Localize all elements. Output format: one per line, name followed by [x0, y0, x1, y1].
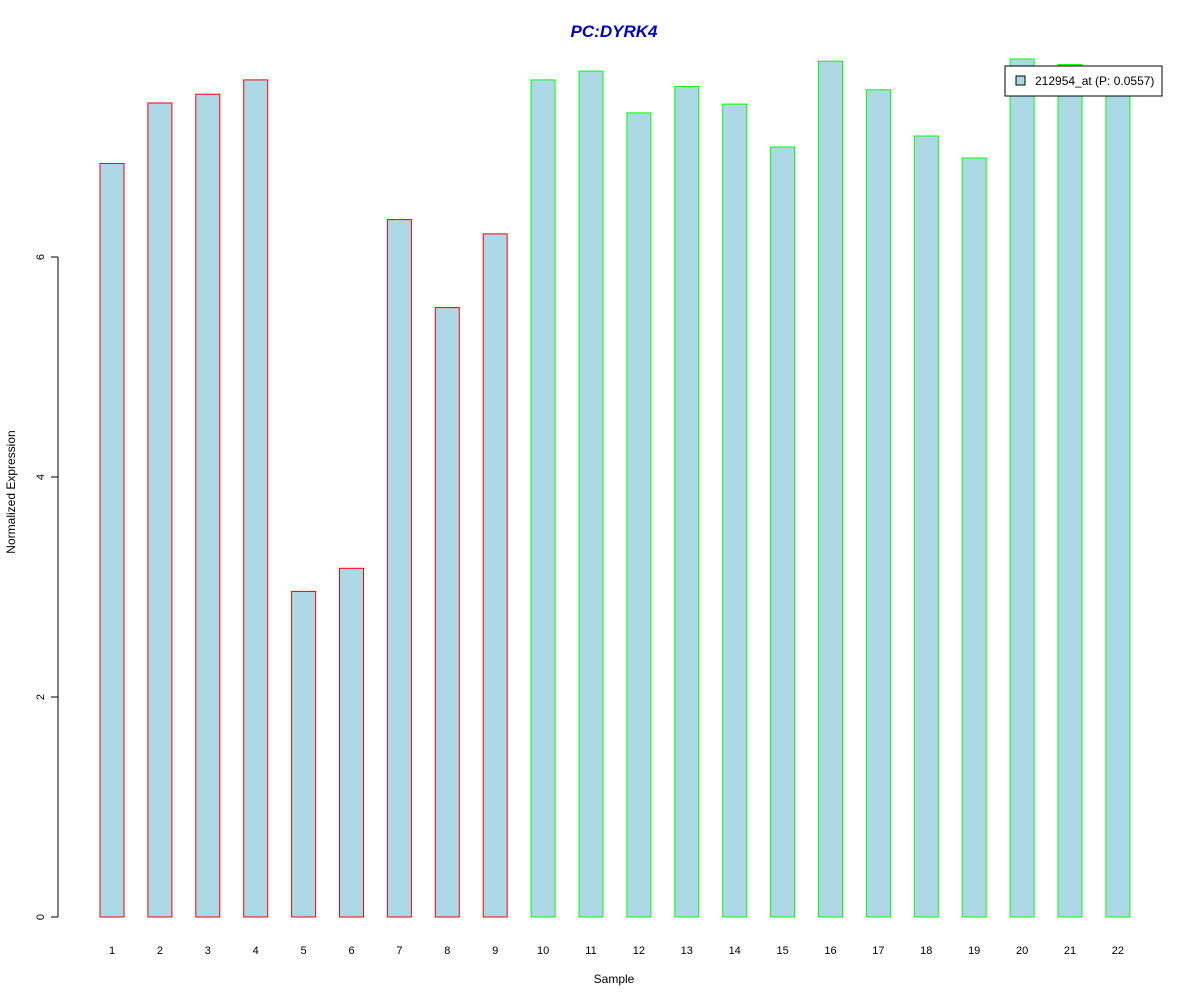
- bar-sample-14: [722, 103, 748, 918]
- x-tick-label: 20: [1016, 945, 1028, 957]
- x-tick-label: 4: [253, 945, 259, 957]
- x-tick-label: 3: [205, 945, 211, 957]
- x-tick-label: 16: [824, 945, 836, 957]
- x-tick-label: 11: [585, 945, 596, 957]
- x-tick-label: 8: [444, 945, 450, 957]
- bar-sample-13: [674, 86, 700, 918]
- y-tick-label: 6: [35, 254, 47, 260]
- chart-title: PC:DYRK4: [571, 22, 658, 41]
- bar-sample-2: [147, 102, 173, 918]
- x-tick-label: 19: [968, 945, 980, 957]
- y-tick-label: 2: [35, 694, 47, 700]
- x-tick-label: 14: [729, 945, 741, 957]
- bar-sample-5: [291, 590, 317, 918]
- bar-sample-12: [626, 112, 652, 918]
- bar-sample-16: [818, 60, 843, 918]
- bar-sample-18: [913, 135, 939, 918]
- y-tick-label: 0: [35, 914, 47, 920]
- bar-sample-1: [99, 163, 125, 918]
- x-tick-label: 7: [396, 945, 402, 957]
- x-tick-label: 6: [348, 945, 354, 957]
- bar-sample-11: [578, 70, 604, 918]
- bar-sample-10: [530, 79, 556, 918]
- x-tick-label: 1: [109, 945, 115, 957]
- bar-sample-19: [961, 157, 987, 918]
- bars-group: [99, 58, 1131, 918]
- x-tick-label: 18: [920, 945, 932, 957]
- legend: 212954_at (P: 0.0557): [1004, 65, 1163, 97]
- bar-sample-7: [386, 219, 412, 918]
- x-tick-label: 15: [776, 945, 788, 957]
- bar-sample-4: [243, 79, 269, 918]
- x-tick-label: 22: [1112, 945, 1124, 957]
- x-tick-label: 21: [1064, 945, 1076, 957]
- y-axis: 0 2 4 6: [35, 254, 59, 920]
- bar-sample-9: [482, 233, 508, 918]
- bar-sample-17: [865, 89, 891, 918]
- x-tick-label: 12: [633, 945, 645, 957]
- bar-sample-3: [195, 93, 221, 918]
- bar-sample-22: [1105, 69, 1131, 918]
- bar-sample-15: [770, 146, 796, 918]
- legend-swatch: [1015, 75, 1026, 86]
- bar-sample-21: [1057, 64, 1083, 918]
- x-tick-labels: 1 2 3 4 5 6 7 8 9 10 11 12 13 14 15 16 17 18 19 20 21 22: [109, 945, 1124, 957]
- y-axis-label: Normalized Expression: [4, 430, 18, 553]
- bar-sample-20: [1009, 58, 1035, 918]
- x-tick-label: 17: [872, 945, 884, 957]
- x-tick-label: 9: [492, 945, 498, 957]
- x-tick-label: 2: [157, 945, 163, 957]
- legend-box: [1004, 65, 1163, 97]
- x-tick-label: 5: [301, 945, 307, 957]
- x-axis-label: Sample: [594, 972, 635, 986]
- x-tick-label: 13: [681, 945, 693, 957]
- bar-sample-6: [339, 567, 364, 918]
- legend-label: 212954_at (P: 0.0557): [1035, 74, 1154, 88]
- x-tick-label: 10: [537, 945, 549, 957]
- y-tick-label: 4: [35, 474, 47, 480]
- bar-sample-8: [434, 307, 460, 918]
